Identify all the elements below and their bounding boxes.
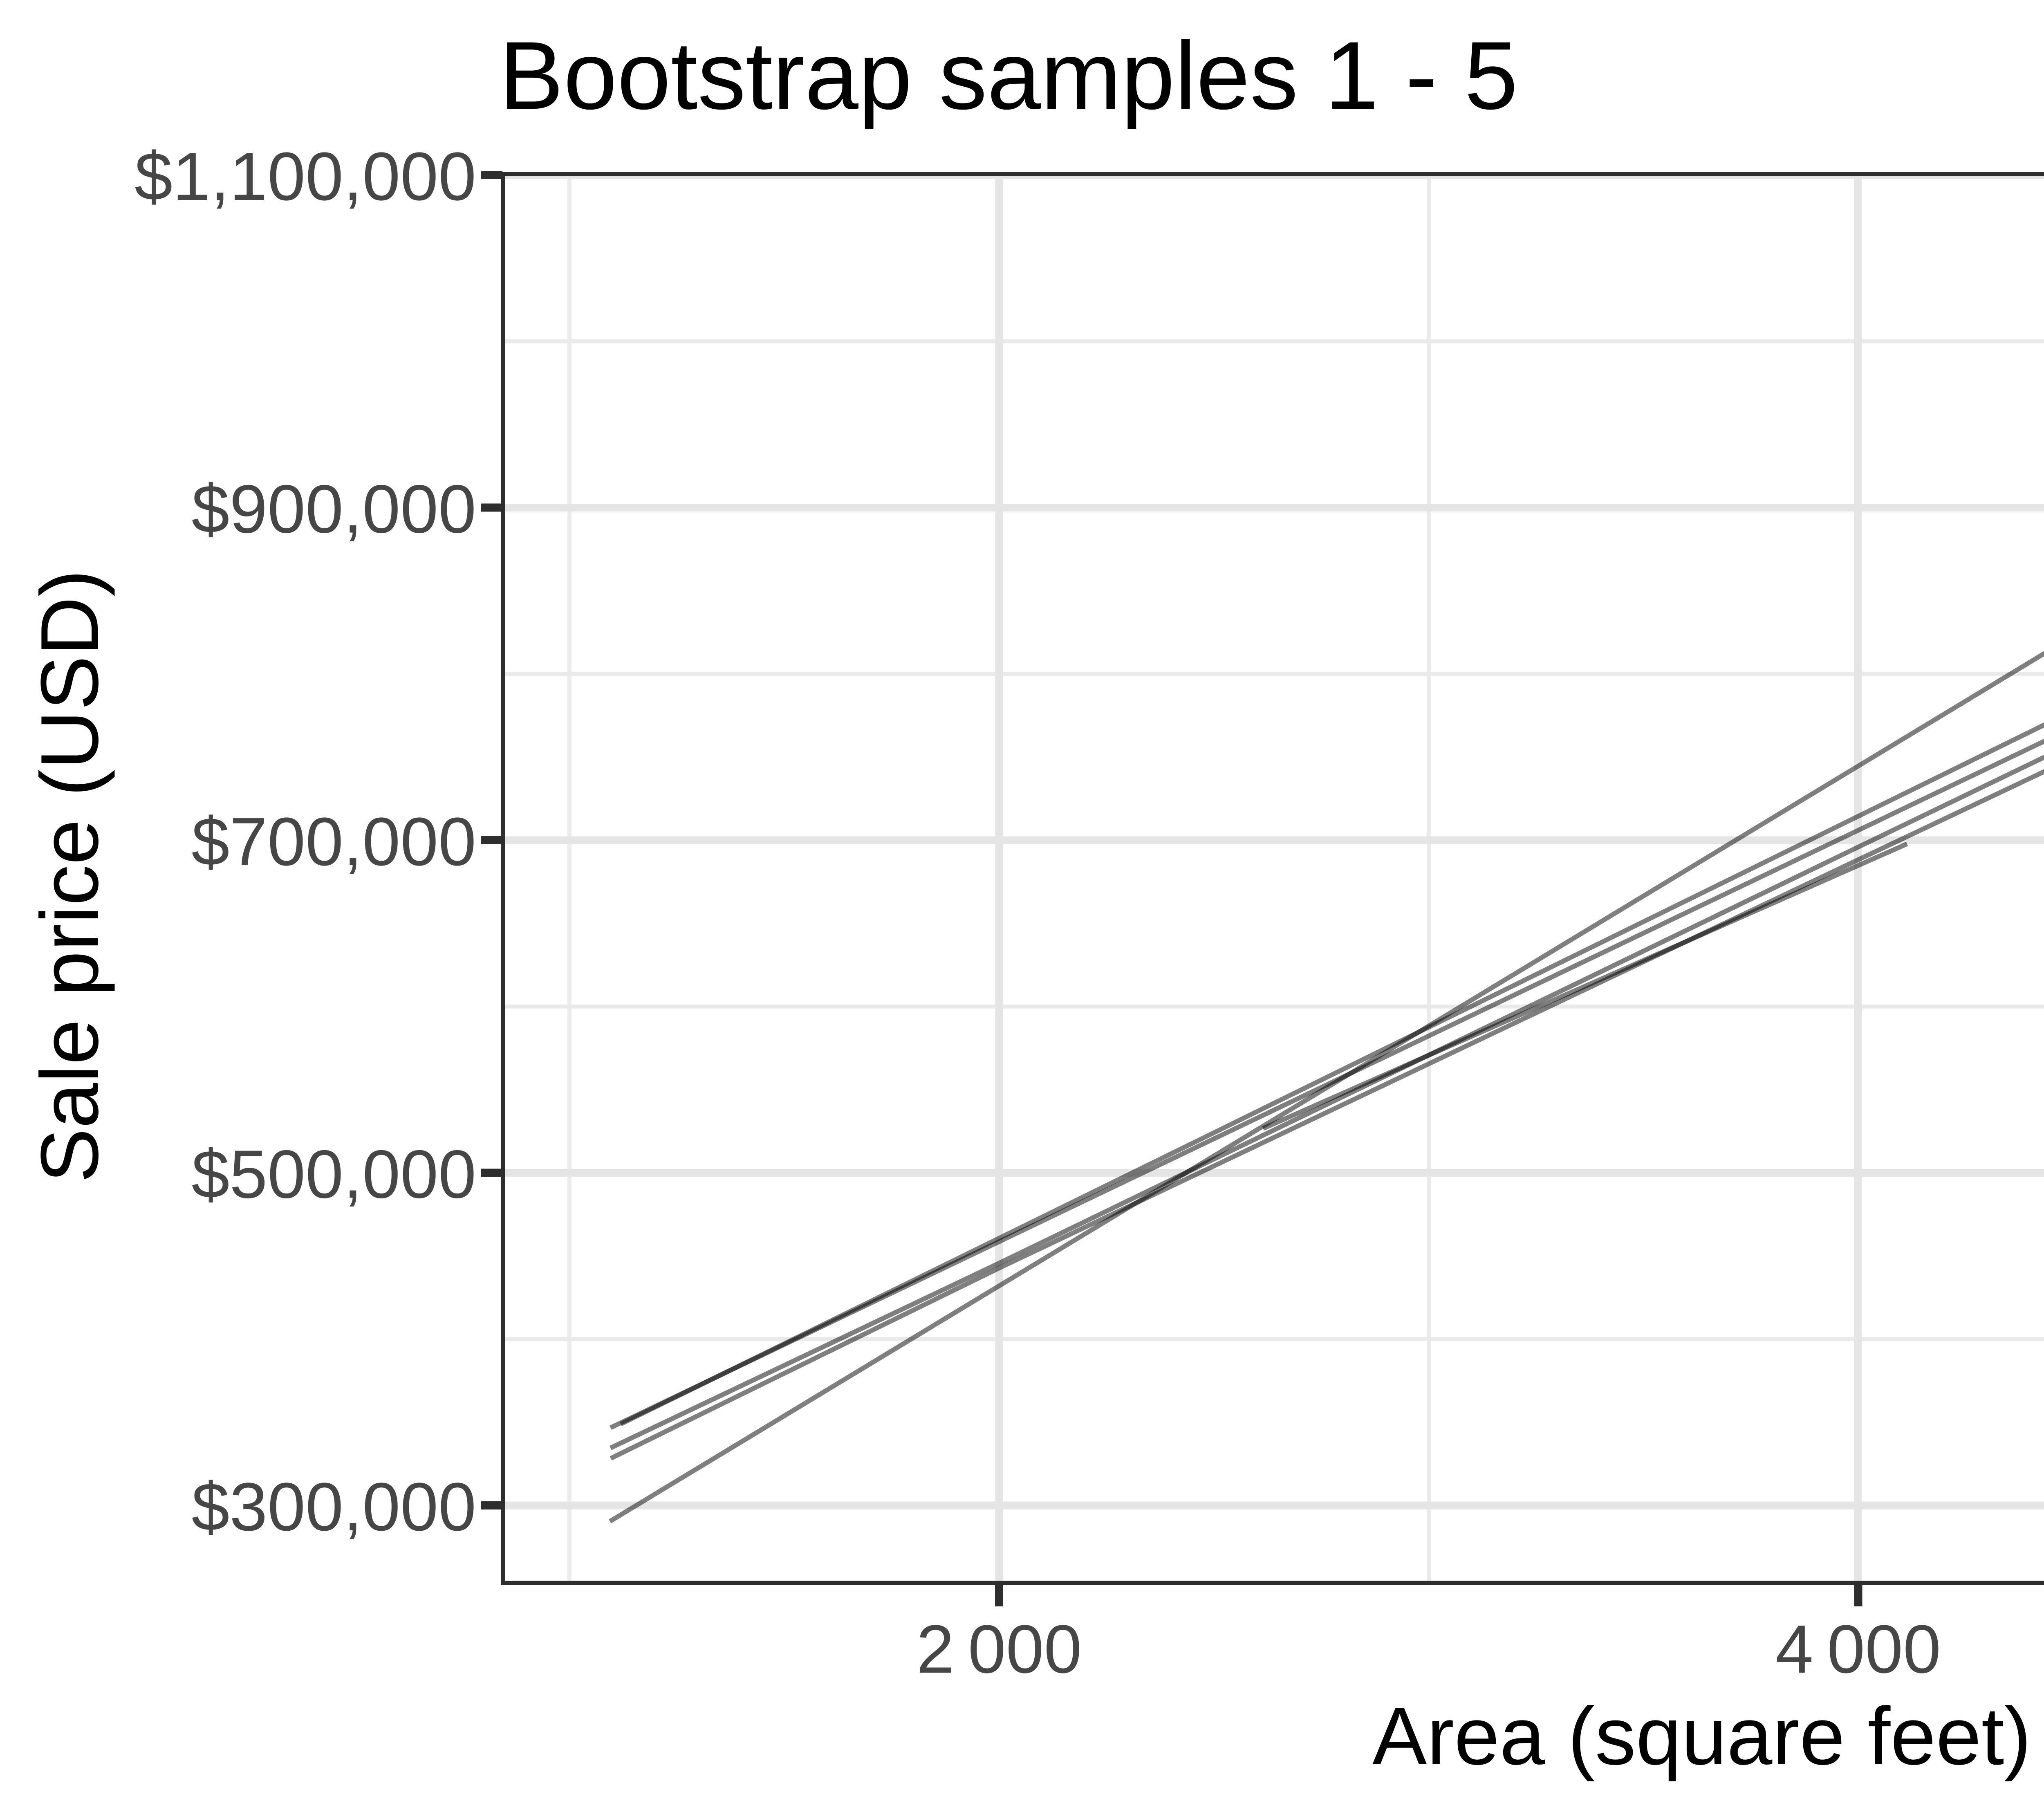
svg-text:$500,000: $500,000 bbox=[191, 1137, 476, 1213]
svg-text:$700,000: $700,000 bbox=[191, 804, 476, 880]
svg-text:Bootstrap samples 1 - 5: Bootstrap samples 1 - 5 bbox=[499, 22, 1518, 130]
svg-text:2 000: 2 000 bbox=[917, 1611, 1082, 1687]
svg-text:$900,000: $900,000 bbox=[191, 471, 476, 547]
svg-text:Area (square feet): Area (square feet) bbox=[1372, 1691, 2031, 1782]
svg-text:Sale price (USD): Sale price (USD) bbox=[24, 570, 115, 1183]
svg-text:$300,000: $300,000 bbox=[191, 1469, 476, 1545]
svg-text:$1,100,000: $1,100,000 bbox=[134, 139, 476, 215]
svg-text:4 000: 4 000 bbox=[1775, 1611, 1941, 1687]
